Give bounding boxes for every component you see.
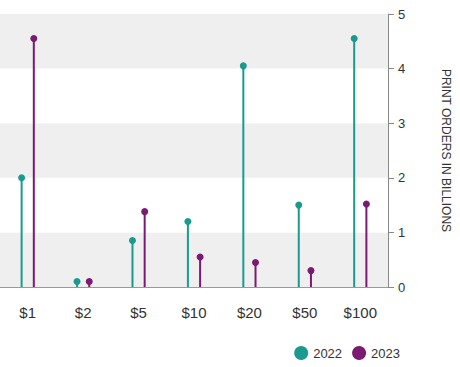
- svg-text:1: 1: [398, 225, 405, 240]
- svg-text:4: 4: [398, 61, 405, 76]
- svg-text:$2: $2: [75, 304, 92, 321]
- svg-text:$100: $100: [344, 304, 377, 321]
- svg-text:2023: 2023: [371, 346, 400, 361]
- svg-text:3: 3: [398, 116, 405, 131]
- svg-text:$50: $50: [292, 304, 317, 321]
- svg-text:$1: $1: [19, 304, 36, 321]
- svg-text:5: 5: [398, 7, 405, 22]
- svg-text:2022: 2022: [313, 346, 342, 361]
- svg-text:$5: $5: [130, 304, 147, 321]
- svg-text:PRINT ORDERS IN BILLIONS: PRINT ORDERS IN BILLIONS: [439, 69, 453, 232]
- svg-text:2: 2: [398, 170, 405, 185]
- svg-text:0: 0: [398, 280, 405, 295]
- svg-text:$10: $10: [181, 304, 206, 321]
- svg-text:$20: $20: [237, 304, 262, 321]
